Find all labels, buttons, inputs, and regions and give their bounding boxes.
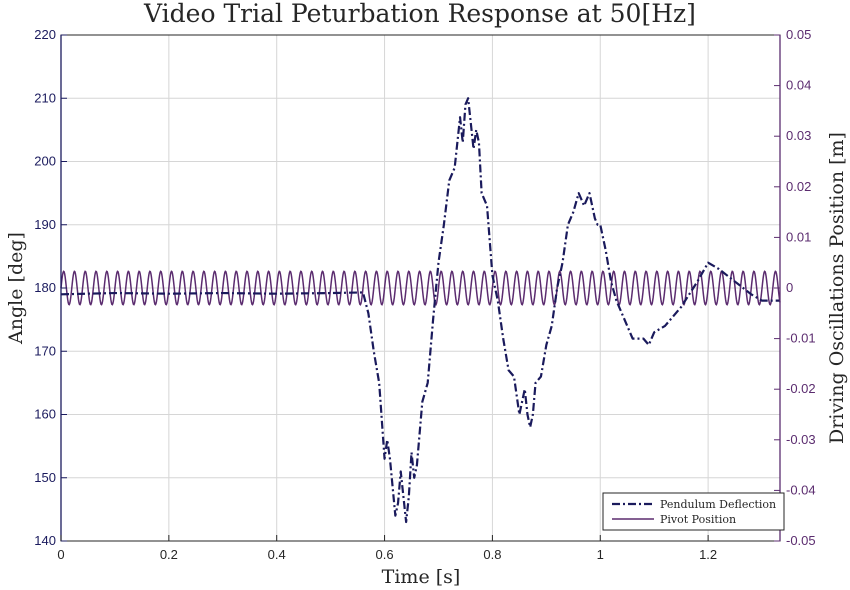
y-tick-label: 140 xyxy=(34,533,56,548)
x-tick-label: 0 xyxy=(57,547,64,562)
y-tick-label: 210 xyxy=(34,90,56,105)
y2-tick-label: 0.05 xyxy=(786,27,811,42)
y-tick-label: 160 xyxy=(34,407,56,422)
x-axis-label: Time [s] xyxy=(382,566,461,588)
legend: Pendulum Deflection Pivot Position xyxy=(602,492,785,531)
y2-axis-label: Driving Oscillations Position [m] xyxy=(826,132,848,444)
legend-label-pivot: Pivot Position xyxy=(660,513,736,526)
x-tick-label: 0.4 xyxy=(268,547,286,562)
y2-tick-label: 0 xyxy=(786,280,793,295)
x-tick-label: 1 xyxy=(597,547,604,562)
series-line-pendulum-deflection xyxy=(60,97,780,524)
y-tick-label: 200 xyxy=(34,154,56,169)
y-tick-label: 150 xyxy=(34,470,56,485)
x-tick-label: 0.6 xyxy=(376,547,394,562)
legend-box xyxy=(602,492,785,531)
y-tick-label: 190 xyxy=(34,217,56,232)
x-tick-label: 1.2 xyxy=(699,547,717,562)
y-tick-label: 220 xyxy=(34,27,56,42)
y-axis-label: Angle [deg] xyxy=(5,232,27,345)
y2-tick-label: 0.04 xyxy=(786,78,811,93)
legend-label-pendulum: Pendulum Deflection xyxy=(660,498,776,511)
x-tick-label: 0.8 xyxy=(483,547,501,562)
y2-tick-label: -0.05 xyxy=(786,533,816,548)
y2-tick-label: -0.04 xyxy=(786,482,816,497)
y2-tick-label: -0.02 xyxy=(786,381,816,396)
y-tick-label: 170 xyxy=(34,343,56,358)
y-tick-label: 180 xyxy=(34,280,56,295)
ticks: 0 0.2 0.4 0.6 0.8 1 1.2 140 150 160 170 180 190 200 21… xyxy=(34,27,815,562)
y2-tick-label: 0.02 xyxy=(786,179,811,194)
y2-tick-label: 0.01 xyxy=(786,229,811,244)
x-tick-label: 0.2 xyxy=(160,547,178,562)
chart-title: Video Trial Peturbation Response at 50[H… xyxy=(143,0,696,28)
y2-tick-label: -0.01 xyxy=(786,331,816,346)
y2-tick-label: -0.03 xyxy=(786,432,816,447)
y2-tick-label: 0.03 xyxy=(786,128,811,143)
series-line-pivot-position xyxy=(60,270,781,306)
series-layer xyxy=(60,97,781,524)
